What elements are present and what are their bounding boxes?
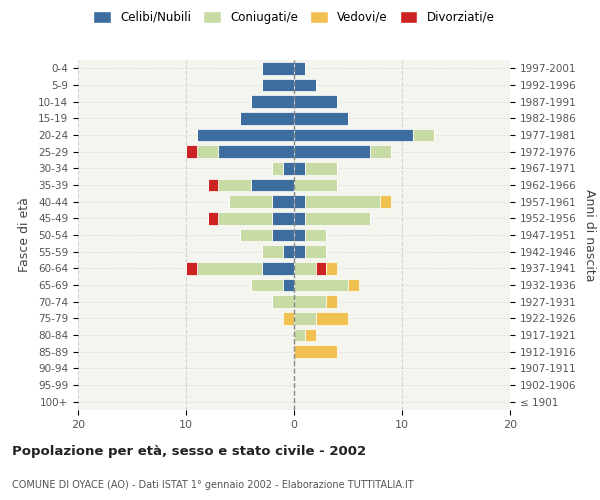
Bar <box>294 146 370 158</box>
Bar <box>294 179 337 192</box>
Bar <box>294 296 326 308</box>
Y-axis label: Fasce di età: Fasce di età <box>18 198 31 272</box>
Bar <box>294 79 316 92</box>
Bar <box>251 279 283 291</box>
Bar <box>262 79 294 92</box>
Bar <box>294 196 305 208</box>
Bar <box>197 146 218 158</box>
Bar <box>240 229 272 241</box>
Bar <box>283 312 294 324</box>
Bar <box>305 212 370 224</box>
Bar <box>229 196 272 208</box>
Bar <box>294 129 413 141</box>
Bar <box>251 96 294 108</box>
Legend: Celibi/Nubili, Coniugati/e, Vedovi/e, Divorziati/e: Celibi/Nubili, Coniugati/e, Vedovi/e, Di… <box>89 6 499 28</box>
Bar <box>283 162 294 174</box>
Bar <box>272 212 294 224</box>
Bar <box>294 96 337 108</box>
Bar <box>186 146 197 158</box>
Bar <box>262 62 294 74</box>
Bar <box>294 346 337 358</box>
Y-axis label: Anni di nascita: Anni di nascita <box>583 188 596 281</box>
Bar <box>262 246 283 258</box>
Bar <box>316 312 348 324</box>
Bar <box>208 179 218 192</box>
Bar <box>251 179 294 192</box>
Bar <box>283 246 294 258</box>
Bar <box>294 62 305 74</box>
Bar <box>305 229 326 241</box>
Bar <box>283 279 294 291</box>
Bar <box>305 162 337 174</box>
Bar <box>326 262 337 274</box>
Bar <box>348 279 359 291</box>
Bar <box>294 162 305 174</box>
Bar <box>294 212 305 224</box>
Bar <box>186 262 197 274</box>
Bar <box>305 246 326 258</box>
Bar <box>294 312 316 324</box>
Bar <box>218 179 251 192</box>
Bar <box>294 229 305 241</box>
Bar <box>294 279 348 291</box>
Bar <box>380 196 391 208</box>
Bar <box>272 229 294 241</box>
Bar <box>240 112 294 124</box>
Bar <box>305 196 380 208</box>
Text: Popolazione per età, sesso e stato civile - 2002: Popolazione per età, sesso e stato civil… <box>12 445 366 458</box>
Bar <box>272 296 294 308</box>
Bar <box>294 329 305 341</box>
Bar <box>262 262 294 274</box>
Bar <box>272 196 294 208</box>
Bar <box>305 329 316 341</box>
Bar <box>218 146 294 158</box>
Bar <box>294 262 316 274</box>
Bar <box>272 162 283 174</box>
Bar <box>370 146 391 158</box>
Bar <box>208 212 218 224</box>
Bar <box>218 212 272 224</box>
Bar <box>294 112 348 124</box>
Bar <box>413 129 434 141</box>
Bar <box>197 262 262 274</box>
Bar <box>316 262 326 274</box>
Bar <box>294 246 305 258</box>
Bar <box>326 296 337 308</box>
Text: COMUNE DI OYACE (AO) - Dati ISTAT 1° gennaio 2002 - Elaborazione TUTTITALIA.IT: COMUNE DI OYACE (AO) - Dati ISTAT 1° gen… <box>12 480 413 490</box>
Bar <box>197 129 294 141</box>
